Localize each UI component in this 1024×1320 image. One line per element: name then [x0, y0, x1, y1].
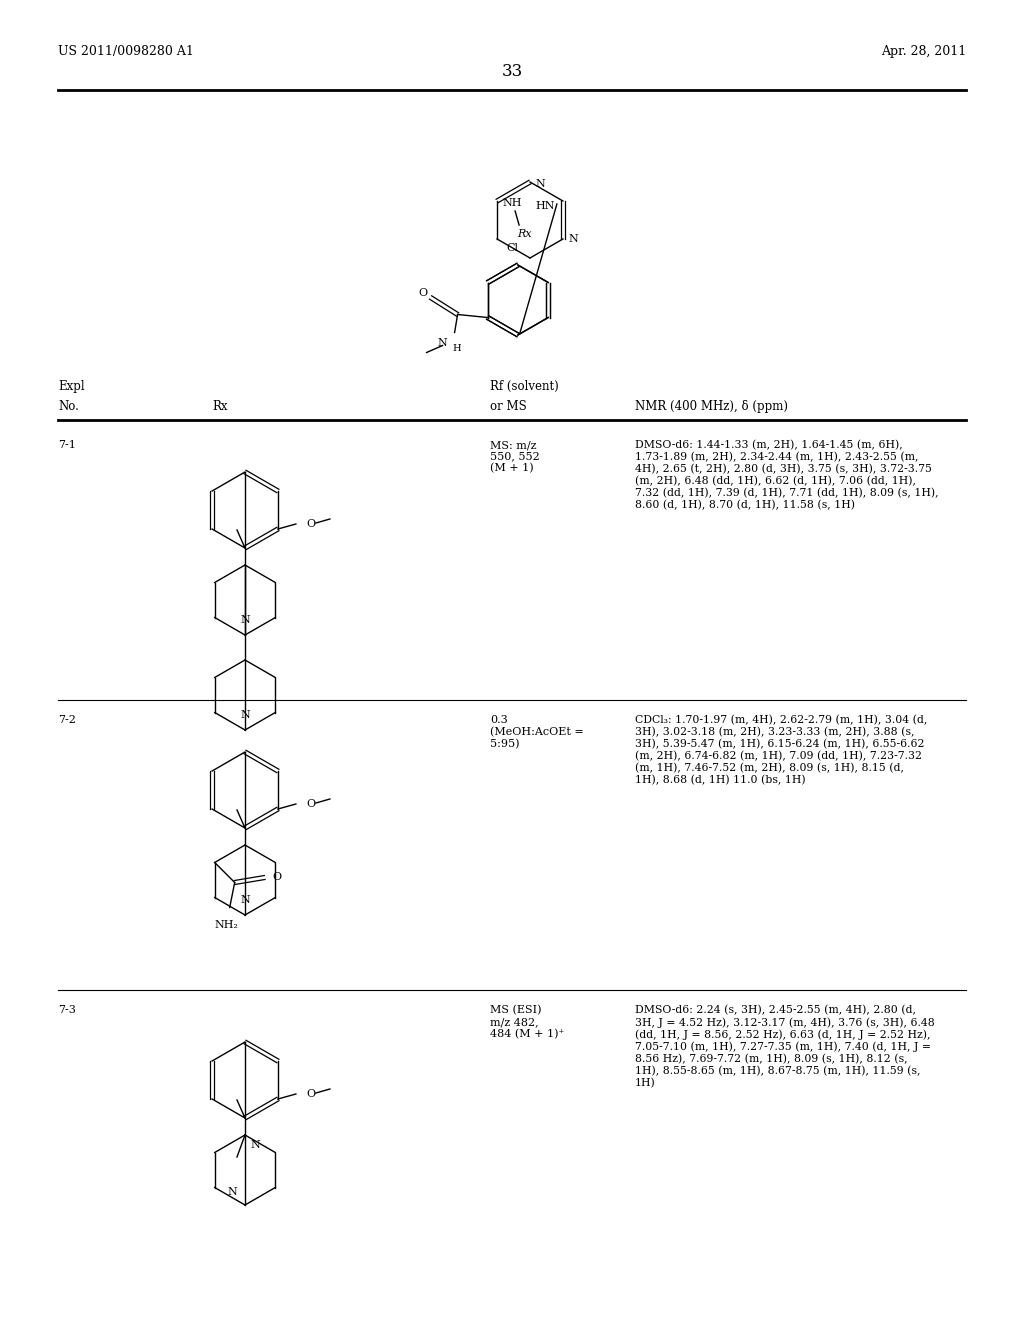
Text: N: N [240, 710, 250, 719]
Text: Apr. 28, 2011: Apr. 28, 2011 [881, 45, 966, 58]
Text: N: N [569, 234, 579, 244]
Text: 7-1: 7-1 [58, 440, 76, 450]
Text: N: N [227, 1187, 237, 1197]
Text: 0.3
(MeOH:AcOEt =
5:95): 0.3 (MeOH:AcOEt = 5:95) [490, 715, 584, 748]
Text: MS: m/z
550, 552
(M + 1): MS: m/z 550, 552 (M + 1) [490, 440, 540, 474]
Text: O: O [306, 1089, 315, 1100]
Text: No.: No. [58, 400, 79, 413]
Text: O: O [306, 519, 315, 529]
Text: NH₂: NH₂ [215, 920, 239, 931]
Text: CDCl₃: 1.70-1.97 (m, 4H), 2.62-2.79 (m, 1H), 3.04 (d,
3H), 3.02-3.18 (m, 2H), 3.: CDCl₃: 1.70-1.97 (m, 4H), 2.62-2.79 (m, … [635, 715, 928, 785]
Text: NMR (400 MHz), δ (ppm): NMR (400 MHz), δ (ppm) [635, 400, 788, 413]
Text: N: N [535, 180, 545, 189]
Text: 7-2: 7-2 [58, 715, 76, 725]
Text: Cl: Cl [506, 243, 518, 253]
Text: 7-3: 7-3 [58, 1005, 76, 1015]
Text: O: O [418, 289, 427, 298]
Text: HN: HN [536, 201, 555, 211]
Text: N: N [437, 338, 447, 347]
Text: Rx: Rx [212, 400, 227, 413]
Text: N: N [240, 895, 250, 906]
Text: DMSO-d6: 1.44-1.33 (m, 2H), 1.64-1.45 (m, 6H),
1.73-1.89 (m, 2H), 2.34-2.44 (m, : DMSO-d6: 1.44-1.33 (m, 2H), 1.64-1.45 (m… [635, 440, 939, 511]
Text: or MS: or MS [490, 400, 526, 413]
Text: Rx: Rx [517, 228, 531, 239]
Text: NH: NH [502, 198, 521, 209]
Text: N: N [250, 1140, 260, 1150]
Text: Expl: Expl [58, 380, 85, 393]
Text: N: N [240, 615, 250, 624]
Text: O: O [272, 873, 282, 883]
Text: O: O [306, 799, 315, 809]
Text: 33: 33 [502, 63, 522, 81]
Text: H: H [453, 345, 461, 352]
Text: DMSO-d6: 2.24 (s, 3H), 2.45-2.55 (m, 4H), 2.80 (d,
3H, J = 4.52 Hz), 3.12-3.17 (: DMSO-d6: 2.24 (s, 3H), 2.45-2.55 (m, 4H)… [635, 1005, 935, 1088]
Text: Rf (solvent): Rf (solvent) [490, 380, 559, 393]
Text: MS (ESI)
m/z 482,
484 (M + 1)⁺: MS (ESI) m/z 482, 484 (M + 1)⁺ [490, 1005, 564, 1039]
Text: US 2011/0098280 A1: US 2011/0098280 A1 [58, 45, 194, 58]
